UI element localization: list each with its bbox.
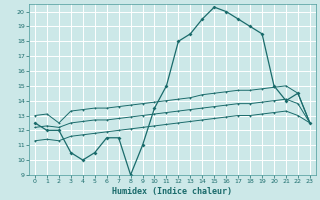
X-axis label: Humidex (Indice chaleur): Humidex (Indice chaleur) bbox=[112, 187, 232, 196]
